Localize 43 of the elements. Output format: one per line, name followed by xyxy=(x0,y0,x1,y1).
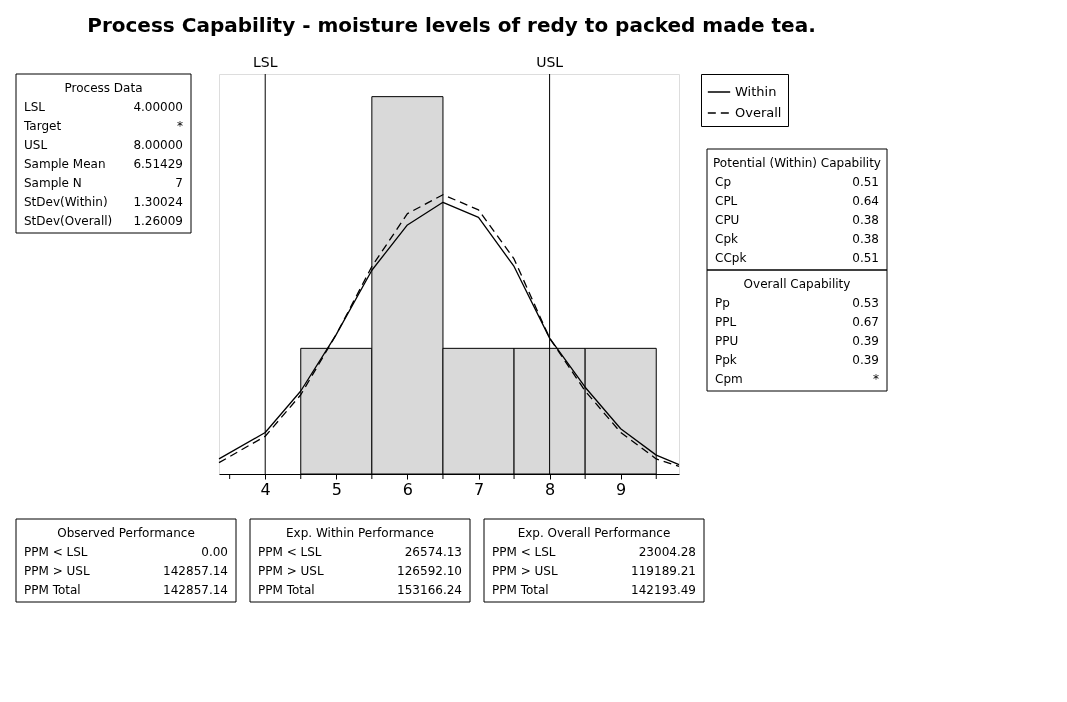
text: Pp 0.53 xyxy=(715,296,879,310)
text: Observed Performance xyxy=(57,526,195,540)
text: USL 8.00000 xyxy=(24,138,183,152)
text: PPU 0.39 xyxy=(715,334,879,348)
text: Overall Capability xyxy=(743,277,851,291)
x-tick-label: 7 xyxy=(473,479,485,499)
text: Exp. Within Performance xyxy=(286,526,434,540)
text: PPM < LSL 0.00 xyxy=(24,545,228,559)
text: Sample Mean 6.51429 xyxy=(24,157,183,171)
text: StDev(Overall) 1.26009 xyxy=(24,214,183,228)
x-tick-label: 8 xyxy=(545,479,556,499)
ref-line-label: LSL xyxy=(252,54,278,70)
text: CCpk 0.51 xyxy=(715,251,879,265)
text: Cpk 0.38 xyxy=(715,232,879,246)
text: Cp 0.51 xyxy=(715,175,879,189)
text: Target * xyxy=(24,119,183,133)
text: LSL 4.00000 xyxy=(24,100,183,114)
text: PPM Total 142193.49 xyxy=(492,583,696,597)
text: PPL 0.67 xyxy=(715,315,879,329)
text: Exp. Overall Performance xyxy=(517,526,671,540)
text: Sample N 7 xyxy=(24,176,183,190)
chart-title: Process Capability - moisture levels of redy to packed made tea. xyxy=(87,12,816,37)
text: PPM > USL 142857.14 xyxy=(24,564,228,578)
legend-label: Within xyxy=(735,84,777,99)
text: Potential (Within) Capability xyxy=(713,156,881,170)
text: PPM < LSL 23004.28 xyxy=(492,545,696,559)
ref-line-label: USL xyxy=(536,54,564,70)
text: StDev(Within) 1.30024 xyxy=(24,195,183,209)
text: PPM Total 153166.24 xyxy=(258,583,462,597)
text: CPL 0.64 xyxy=(715,194,879,208)
x-tick-label: 9 xyxy=(616,479,627,499)
text: PPM > USL 126592.10 xyxy=(258,564,462,578)
text: Cpm * xyxy=(715,372,879,386)
text: PPM > USL 119189.21 xyxy=(492,564,696,578)
x-tick-label: 5 xyxy=(331,479,342,499)
x-tick-label: 6 xyxy=(402,479,413,499)
text: PPM Total 142857.14 xyxy=(24,583,228,597)
x-tick-label: 4 xyxy=(260,479,271,499)
legend-label: Overall xyxy=(735,105,782,120)
text: Ppk 0.39 xyxy=(715,353,879,367)
text: PPM < LSL 26574.13 xyxy=(258,545,462,559)
text: CPU 0.38 xyxy=(715,213,879,227)
text: Process Data xyxy=(64,81,143,95)
